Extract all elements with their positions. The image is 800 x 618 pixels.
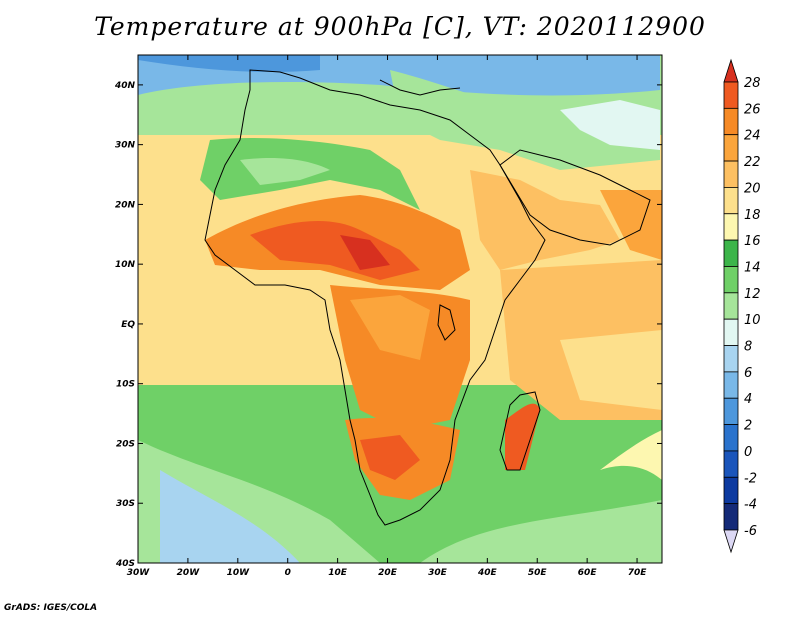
lon-tick-label: 60E [578,568,598,578]
colorbar-label: 20 [744,181,761,196]
colorbar-bottom-arrow [723,529,739,554]
longitude-ticks: 30W 20W 10W 0 10E 20E 30E 40E 50E 60E 70E [127,55,647,578]
colorbar-label: 8 [744,340,752,355]
colorbar-swatch [723,81,739,109]
colorbar-swatch [723,134,739,162]
colorbar-label: 4 [744,392,752,407]
colorbar-label: 0 [744,445,752,460]
lon-tick-label: 20E [378,568,398,578]
colorbar-label: 16 [744,234,761,249]
lat-tick-label: EQ [121,320,135,330]
colorbar-label: 14 [744,260,761,275]
colorbar-swatch [723,424,739,452]
lon-tick-label: 70E [628,568,648,578]
lat-tick-label: 30N [115,141,136,151]
temperature-field [138,55,662,563]
colorbar-label: 24 [744,129,761,144]
lat-tick-label: 30S [116,499,135,509]
colorbar-label: 6 [744,366,752,381]
colorbar-label: 28 [744,76,761,91]
colorbar-swatch [723,371,739,399]
colorbar-swatch [723,397,739,425]
colorbar-label: -2 [744,471,757,486]
colorbar-swatch [723,476,739,505]
colorbar-label: -4 [744,498,757,513]
lat-tick-label: 10N [115,260,136,270]
lat-tick-label: 10S [116,380,135,390]
lon-tick-label: 30E [428,568,448,578]
latitude-ticks: 40N 30N 20N 10N EQ 10S 20S 30S 40S [114,81,662,569]
colorbar-swatch [723,345,739,373]
colorbar-label: 26 [744,102,761,117]
colorbar-swatch [723,292,739,320]
colorbar-swatch [723,266,739,294]
map-frame [137,54,663,564]
colorbar-swatch [723,239,739,267]
colorbar-label: 2 [744,419,752,434]
lon-tick-label: 10E [328,568,348,578]
colorbar-swatch [723,503,739,531]
lon-tick-label: 30W [127,568,151,578]
chart-title: Temperature at 900hPa [C], VT: 202011290… [94,12,706,41]
lon-tick-label: 20W [177,568,201,578]
colorbar-label: 18 [744,208,761,223]
colorbar-label: -6 [744,524,757,539]
lat-tick-label: 20S [116,439,135,449]
colorbar-swatch [723,107,739,136]
colorbar-swatch [723,187,739,215]
colorbar-label: 22 [744,155,761,170]
lon-tick-label: 10W [227,568,251,578]
coastlines [204,69,651,526]
lon-tick-label: 40E [477,568,498,578]
colorbar-swatch [723,160,739,188]
colorbar-swatch [723,318,739,346]
lat-tick-label: 20N [115,200,136,210]
lon-tick-label: 50E [528,568,548,578]
colorbar-label: 12 [744,287,761,302]
lat-tick-label: 40N [114,81,136,91]
lat-tick-label: 40S [115,559,135,569]
grads-credit: GrADS: IGES/COLA [4,603,98,613]
colorbar-label: 10 [744,313,761,328]
colorbar-swatch [723,213,739,241]
colorbar-top-arrow [723,58,739,83]
colorbar-swatch [723,450,739,478]
lon-tick-label: 0 [285,568,291,578]
